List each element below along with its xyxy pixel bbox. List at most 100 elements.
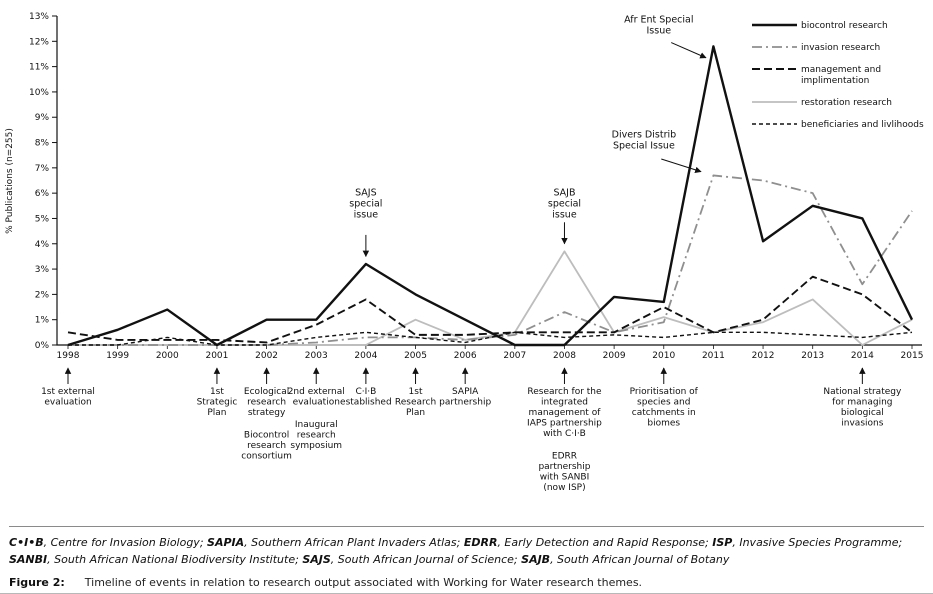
event-label: biomes [647, 419, 680, 429]
event-label: Biocontrol [244, 431, 289, 441]
y-axis-title: % Publications (n=255) [5, 128, 15, 234]
y-tick-label: 6% [35, 189, 50, 199]
y-tick-label: 5% [35, 214, 50, 224]
x-axis-ticks: 1998 1999 2000 2001 2002 2003 2004 2005 2006 2007… [57, 345, 924, 361]
annotation-arrow [671, 42, 707, 59]
series-line-restoration-research [68, 250, 913, 346]
event-label: species and [637, 398, 690, 408]
y-tick-label: 3% [35, 265, 50, 275]
event-label: invasions [841, 419, 883, 429]
annotation-label: issue [552, 210, 577, 221]
y-tick-label: 9% [35, 113, 50, 123]
event-label: strategy [248, 408, 286, 418]
x-tick-label: 2009 [603, 351, 626, 361]
footnote-abbreviation: C•I•B [9, 536, 44, 549]
footnote-abbreviation: SAJB [521, 553, 551, 567]
series-line-invasion-research [68, 174, 913, 346]
event-label: 1st [409, 387, 423, 397]
y-tick-label: 12% [29, 37, 49, 47]
event-label: evaluation [293, 398, 340, 408]
footnote-abbreviation: SAJS [302, 553, 331, 567]
event-label: partnership [439, 398, 491, 408]
timeline-events: 1st externalevaluation1stStrategicPlanEc… [41, 367, 902, 493]
footer-divider [9, 526, 924, 527]
x-tick-label: 2013 [801, 351, 824, 361]
event-label: Prioritisation of [630, 387, 699, 397]
event-label: Plan [406, 408, 425, 418]
x-tick-label: 2008 [553, 351, 576, 361]
y-tick-label: 11% [29, 63, 49, 73]
event-label: research [247, 398, 286, 408]
x-tick-label: 2001 [205, 351, 228, 361]
abbreviation-footnote: C•I•B, Centre for Invasion Biology; SAPI… [9, 536, 903, 567]
event-label: symposium [290, 441, 342, 451]
event-label: Strategic [197, 398, 238, 408]
event-label: National strategy [823, 387, 902, 397]
caption-text: Timeline of events in relation to resear… [84, 576, 643, 590]
annotation-label: Afr Ent Special [624, 14, 693, 25]
event-label: for managing [832, 398, 892, 408]
series-line-biocontrol-research [67, 45, 914, 347]
y-tick-label: 7% [35, 164, 50, 174]
event-label: evaluation [44, 398, 91, 408]
axes [56, 16, 922, 346]
event-label: biological [841, 408, 884, 418]
event-label: 2nd external [288, 387, 345, 397]
event-label: research [247, 441, 286, 451]
event-label: established [340, 398, 392, 408]
y-tick-label: 13% [29, 12, 49, 22]
x-tick-label: 1999 [106, 351, 129, 361]
event-label: 1st [210, 387, 224, 397]
event-label: with C·I·B [543, 429, 586, 439]
x-tick-label: 2004 [354, 351, 377, 361]
annotation-label: Issue [647, 25, 672, 36]
event-label: with SANBI [540, 473, 590, 483]
annotation-label: Special Issue [613, 140, 675, 151]
series-line-beneficiaries-and-livlihoods [68, 331, 913, 346]
y-axis-ticks: 0% 1% 2% 3% 4% 5% 6% 7% 8% 9% 10% 11% 12% 13% [29, 12, 57, 351]
footnote-abbreviation: SANBI [9, 553, 48, 567]
event-label: management of [529, 408, 602, 418]
x-tick-label: 2012 [752, 351, 775, 361]
figure-caption: Figure 2: Timeline of events in relation … [9, 576, 924, 589]
annotation-label: Divers Distrib [612, 129, 677, 140]
event-label: partnership [538, 462, 590, 472]
axis-lines [56, 16, 922, 346]
event-label: (now ISP) [543, 483, 585, 493]
footnote-abbreviation: SAPIA [207, 536, 245, 549]
legend-label: biocontrol research [801, 21, 888, 31]
x-tick-label: 2005 [404, 351, 427, 361]
legend: biocontrol research invasion research mana… [752, 21, 924, 130]
x-tick-label: 2015 [901, 351, 924, 361]
legend-label: management and [801, 65, 881, 75]
event-label: IAPS partnership [527, 419, 602, 429]
y-tick-label: 0% [35, 341, 50, 351]
y-tick-label: 4% [35, 240, 50, 250]
legend-label: invasion research [801, 43, 880, 53]
x-tick-label: 2003 [305, 351, 328, 361]
x-tick-label: 2007 [503, 351, 526, 361]
legend-label: implimentation [801, 76, 869, 86]
event-label: consortium [241, 452, 292, 462]
event-label: EDRR [552, 452, 577, 462]
annotation-label: special [548, 199, 581, 210]
figure-label: Figure 2: [9, 576, 65, 590]
event-label: SAPIA [452, 387, 479, 397]
legend-label: restoration research [801, 98, 892, 108]
annotation-label: SAJB [553, 188, 575, 199]
timeline-chart: 0% 1% 2% 3% 4% 5% 6% 7% 8% 9% 10% 11% 12% 13% % Public… [5, 12, 924, 493]
x-tick-label: 1998 [57, 351, 80, 361]
event-label: research [297, 431, 336, 441]
event-label: catchments in [632, 408, 696, 418]
footnote-abbreviation: ISP [712, 536, 733, 549]
x-tick-label: 2010 [652, 351, 675, 361]
y-tick-label: 1% [35, 316, 50, 326]
annotation-arrow [661, 158, 702, 173]
event-label: 1st external [41, 387, 95, 397]
event-label: C·I·B [355, 387, 376, 397]
x-tick-label: 2011 [702, 351, 725, 361]
x-tick-label: 2014 [851, 351, 874, 361]
annotation-label: issue [354, 210, 379, 221]
